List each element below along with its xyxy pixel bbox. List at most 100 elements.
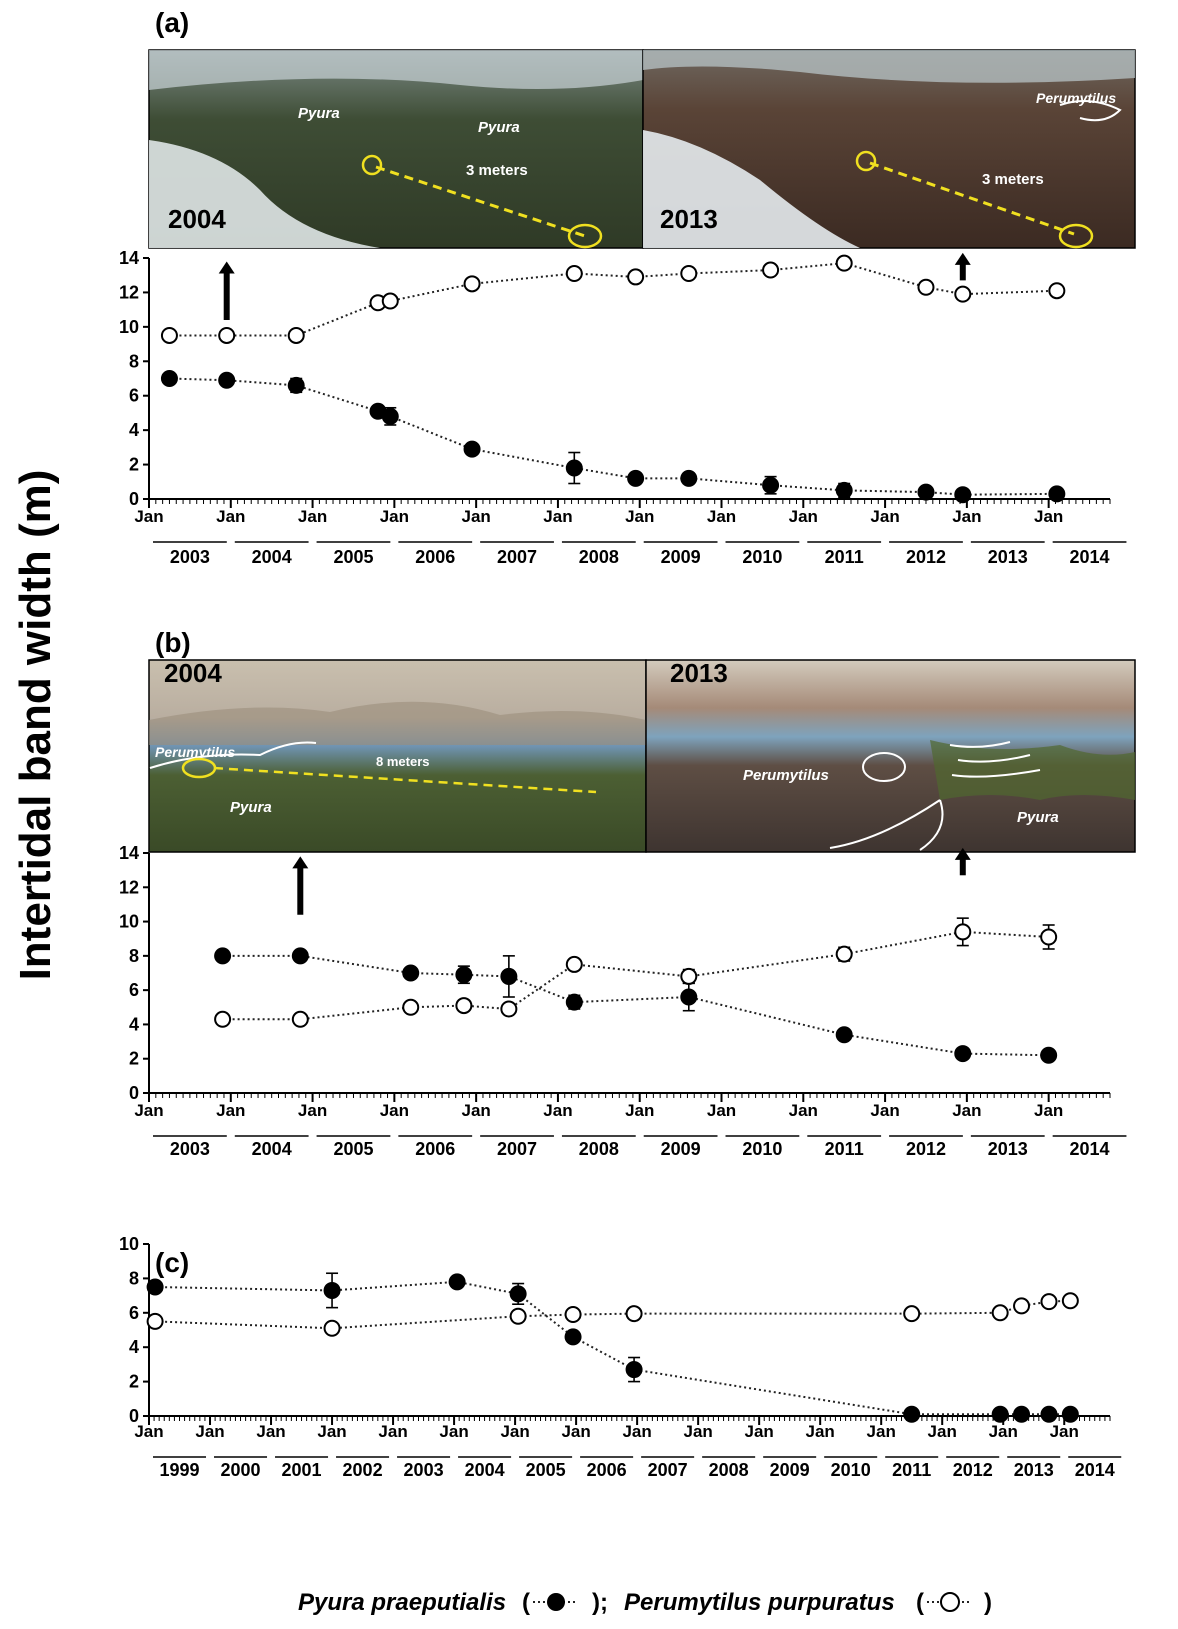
legend: Pyura praeputialis ( ); Perumytilus purp… bbox=[298, 1589, 992, 1616]
year-label: 2010 bbox=[742, 1139, 782, 1159]
photo-a-right bbox=[642, 49, 1136, 249]
data-point bbox=[455, 997, 473, 1015]
x-tick-label: Jan bbox=[989, 1422, 1018, 1441]
year-label: 2004 bbox=[252, 547, 292, 567]
data-point bbox=[402, 964, 420, 982]
legend-perumytilus-close: ) bbox=[984, 1589, 992, 1616]
y-tick-label: 6 bbox=[129, 980, 139, 1000]
y-tick-label: 6 bbox=[129, 1303, 139, 1323]
y-tick-label: 8 bbox=[129, 946, 139, 966]
x-tick-label: Jan bbox=[625, 507, 654, 526]
year-label: 2011 bbox=[825, 547, 864, 567]
year-label: 2006 bbox=[415, 547, 455, 567]
year-label: 2003 bbox=[170, 547, 210, 567]
series-line bbox=[169, 262, 1057, 337]
y-tick-label: 12 bbox=[119, 282, 139, 302]
data-point bbox=[381, 407, 399, 425]
data-point bbox=[762, 476, 780, 494]
year-label: 2012 bbox=[906, 547, 946, 567]
y-tick-label: 10 bbox=[119, 317, 139, 337]
panel-label-a: (a) bbox=[155, 7, 189, 38]
x-tick-label: Jan bbox=[952, 1101, 981, 1120]
year-label: 2004 bbox=[465, 1460, 505, 1480]
data-point bbox=[214, 1010, 232, 1028]
y-tick-label: 0 bbox=[129, 489, 139, 509]
legend-pyura-marker bbox=[533, 1593, 578, 1611]
data-point bbox=[287, 326, 305, 344]
data-point bbox=[218, 371, 236, 389]
chart-panel-b: 0 2 4 6 8 10 12 14 Jan Jan Jan Jan Jan Jan Jan Jan Jan Ja… bbox=[119, 843, 1127, 1159]
year-label: 2008 bbox=[579, 1139, 619, 1159]
series-pyura bbox=[160, 370, 1066, 504]
year-label: 2002 bbox=[343, 1460, 383, 1480]
chart-panel-a: 0 2 4 6 8 10 12 14 Jan Jan Jan Jan Jan Jan Jan Jan Jan Ja… bbox=[119, 248, 1127, 567]
data-point bbox=[991, 1405, 1009, 1423]
data-point bbox=[917, 483, 935, 501]
legend-perumytilus-label: Perumytilus purpuratus bbox=[624, 1589, 895, 1616]
data-point bbox=[1013, 1297, 1031, 1315]
series-pyura bbox=[146, 1272, 1079, 1423]
data-point bbox=[1061, 1405, 1079, 1423]
y-tick-label: 6 bbox=[129, 386, 139, 406]
data-point bbox=[291, 947, 309, 965]
year-label: 2006 bbox=[415, 1139, 455, 1159]
data-point bbox=[509, 1307, 527, 1325]
y-tick-label: 10 bbox=[119, 912, 139, 932]
year-label: 1999 bbox=[159, 1460, 199, 1480]
year-label: 2013 bbox=[1014, 1460, 1054, 1480]
data-point bbox=[680, 988, 698, 1006]
data-point bbox=[680, 469, 698, 487]
photo-a-left-year: 2004 bbox=[168, 204, 226, 234]
year-label: 2006 bbox=[587, 1460, 627, 1480]
year-label: 2008 bbox=[579, 547, 619, 567]
data-point bbox=[564, 1328, 582, 1346]
year-label: 2009 bbox=[661, 547, 701, 567]
series-perumytilus bbox=[146, 1292, 1079, 1337]
x-tick-label: Jan bbox=[380, 507, 409, 526]
data-point bbox=[625, 1305, 643, 1323]
x-tick-label: Jan bbox=[195, 1422, 224, 1441]
photo-b-right bbox=[645, 659, 1136, 853]
x-tick-label: Jan bbox=[1034, 1101, 1063, 1120]
legend-perumytilus-open: ( bbox=[916, 1589, 924, 1616]
year-label: 2005 bbox=[333, 547, 373, 567]
year-label: 2010 bbox=[831, 1460, 871, 1480]
x-tick-label: Jan bbox=[622, 1422, 651, 1441]
data-point bbox=[146, 1312, 164, 1330]
year-label: 2004 bbox=[252, 1139, 292, 1159]
x-tick-label: Jan bbox=[707, 507, 736, 526]
year-label: 2007 bbox=[497, 547, 537, 567]
data-point bbox=[954, 486, 972, 504]
photo-b-left-year: 2004 bbox=[164, 658, 222, 688]
photo-b-right-label-2: Pyura bbox=[1017, 809, 1059, 826]
photo-b-right-label-1: Perumytilus bbox=[743, 767, 829, 784]
x-tick-label: Jan bbox=[462, 507, 491, 526]
global-ylabel: Intertidal band width (m) bbox=[11, 470, 60, 981]
y-tick-label: 12 bbox=[119, 877, 139, 897]
data-point bbox=[287, 376, 305, 394]
data-point bbox=[565, 264, 583, 282]
data-point bbox=[1048, 485, 1066, 503]
event-arrow-head bbox=[218, 261, 235, 274]
data-point bbox=[1040, 1046, 1058, 1064]
data-point bbox=[448, 1273, 466, 1291]
series-line bbox=[222, 954, 1049, 1057]
y-tick-label: 8 bbox=[129, 351, 139, 371]
x-tick-label: Jan bbox=[298, 507, 327, 526]
series-line bbox=[155, 1280, 1071, 1416]
photo-b-left-scale: 8 meters bbox=[376, 754, 429, 769]
series-perumytilus bbox=[160, 254, 1066, 344]
data-point bbox=[1013, 1405, 1031, 1423]
x-tick-label: Jan bbox=[216, 507, 245, 526]
data-point bbox=[565, 459, 583, 477]
x-tick-label: Jan bbox=[317, 1422, 346, 1441]
data-point bbox=[564, 1306, 582, 1324]
data-point bbox=[903, 1305, 921, 1323]
y-tick-label: 4 bbox=[129, 1337, 139, 1357]
data-point bbox=[500, 967, 518, 985]
photo-a-right-scale: 3 meters bbox=[982, 171, 1044, 188]
photo-a-right-label-1: Perumytilus bbox=[1036, 90, 1116, 106]
data-point bbox=[954, 285, 972, 303]
data-point bbox=[762, 261, 780, 279]
